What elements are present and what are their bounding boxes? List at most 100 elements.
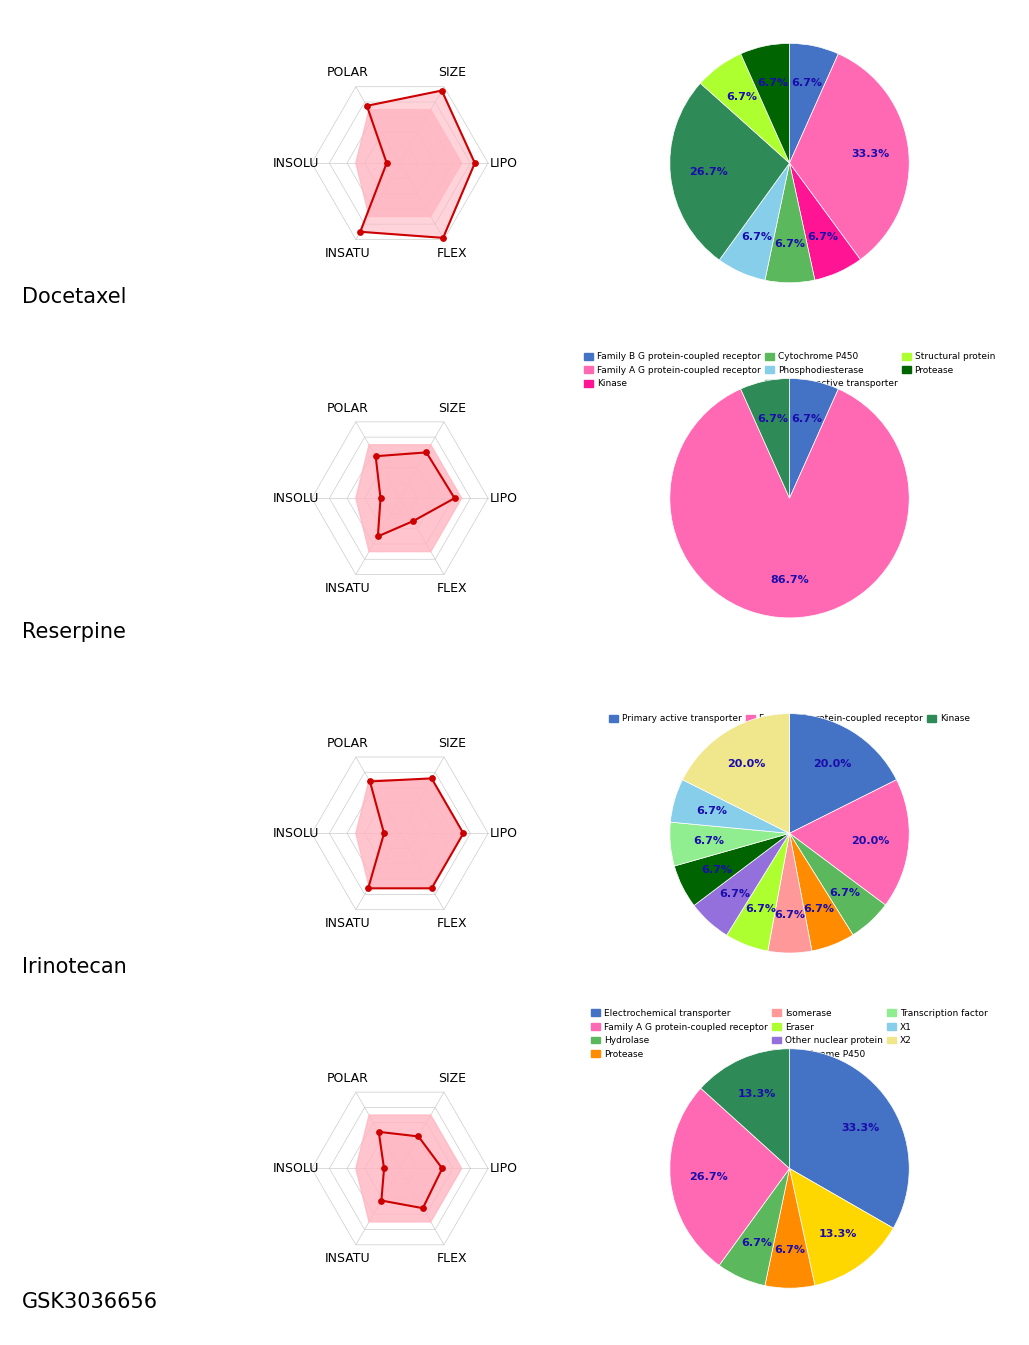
Wedge shape: [670, 822, 789, 866]
Polygon shape: [356, 780, 462, 886]
Text: INSATU: INSATU: [325, 582, 370, 594]
Wedge shape: [789, 163, 860, 280]
Text: INSOLU: INSOLU: [273, 156, 319, 169]
Point: [359, 95, 376, 117]
Text: POLAR: POLAR: [327, 1072, 368, 1085]
Text: SIZE: SIZE: [438, 402, 466, 414]
Text: 13.3%: 13.3%: [738, 1089, 776, 1099]
Point: [434, 1158, 451, 1180]
Point: [418, 441, 434, 463]
Text: 86.7%: 86.7%: [770, 574, 809, 585]
Point: [415, 1197, 431, 1219]
Point: [376, 1158, 392, 1180]
Text: 33.3%: 33.3%: [841, 1123, 879, 1132]
Point: [435, 227, 452, 249]
Text: 6.7%: 6.7%: [693, 835, 724, 846]
Text: 6.7%: 6.7%: [791, 78, 822, 89]
Polygon shape: [356, 110, 462, 217]
Point: [369, 526, 386, 547]
Wedge shape: [789, 43, 839, 163]
Point: [379, 152, 395, 174]
Legend: Primary active transporter, Family A G protein-coupled receptor, Kinase: Primary active transporter, Family A G p…: [606, 712, 973, 728]
Text: 20.0%: 20.0%: [851, 835, 890, 846]
Wedge shape: [789, 780, 910, 905]
Wedge shape: [789, 714, 896, 834]
Text: INSOLU: INSOLU: [273, 827, 319, 839]
Wedge shape: [789, 378, 839, 498]
Wedge shape: [670, 780, 789, 834]
Text: POLAR: POLAR: [327, 737, 368, 749]
Text: SIZE: SIZE: [438, 1072, 466, 1085]
Polygon shape: [356, 445, 462, 551]
Text: 6.7%: 6.7%: [726, 93, 757, 102]
Text: 6.7%: 6.7%: [808, 233, 839, 242]
Text: 6.7%: 6.7%: [701, 865, 733, 874]
Wedge shape: [741, 378, 789, 498]
Text: 6.7%: 6.7%: [774, 909, 806, 920]
Wedge shape: [789, 834, 853, 951]
Wedge shape: [701, 54, 789, 163]
Text: FLEX: FLEX: [436, 1252, 467, 1266]
Wedge shape: [674, 834, 789, 905]
Point: [455, 823, 471, 845]
Wedge shape: [765, 1169, 815, 1289]
Wedge shape: [682, 714, 789, 834]
Text: 6.7%: 6.7%: [791, 414, 822, 424]
Wedge shape: [789, 1169, 893, 1286]
Wedge shape: [719, 1169, 789, 1286]
Wedge shape: [789, 1049, 910, 1228]
Text: FLEX: FLEX: [436, 917, 467, 929]
Point: [447, 487, 463, 508]
Polygon shape: [376, 452, 455, 537]
Text: SIZE: SIZE: [438, 737, 466, 749]
Text: 6.7%: 6.7%: [774, 239, 806, 249]
Wedge shape: [726, 834, 789, 951]
Point: [362, 771, 379, 792]
Point: [374, 1190, 390, 1212]
Point: [370, 1122, 387, 1143]
Point: [411, 1126, 427, 1147]
Text: 6.7%: 6.7%: [757, 78, 788, 89]
Point: [360, 877, 377, 898]
Point: [433, 79, 450, 101]
Wedge shape: [701, 1049, 789, 1169]
Point: [466, 152, 483, 174]
Wedge shape: [694, 834, 789, 935]
Polygon shape: [368, 779, 463, 888]
Text: FLEX: FLEX: [436, 246, 467, 260]
Text: POLAR: POLAR: [327, 66, 368, 79]
Text: INSATU: INSATU: [325, 246, 370, 260]
Text: Irinotecan: Irinotecan: [22, 958, 127, 976]
Text: LIPO: LIPO: [490, 156, 518, 169]
Wedge shape: [741, 43, 789, 163]
Text: 6.7%: 6.7%: [757, 414, 788, 424]
Text: 6.7%: 6.7%: [741, 1237, 772, 1248]
Point: [376, 823, 392, 845]
Text: 13.3%: 13.3%: [818, 1229, 857, 1239]
Text: 6.7%: 6.7%: [745, 904, 776, 915]
Text: 20.0%: 20.0%: [728, 759, 766, 769]
Point: [352, 221, 368, 242]
Polygon shape: [360, 90, 474, 238]
Wedge shape: [719, 163, 789, 280]
Text: GSK3036656: GSK3036656: [22, 1293, 157, 1313]
Text: POLAR: POLAR: [327, 402, 368, 414]
Point: [372, 487, 389, 508]
Text: 6.7%: 6.7%: [829, 888, 860, 898]
Text: LIPO: LIPO: [490, 492, 518, 504]
Text: INSATU: INSATU: [325, 917, 370, 929]
Point: [423, 877, 439, 898]
Wedge shape: [670, 1088, 789, 1266]
Point: [404, 510, 421, 531]
Polygon shape: [379, 1132, 442, 1208]
Text: INSOLU: INSOLU: [273, 1162, 319, 1176]
Text: Docetaxel: Docetaxel: [22, 286, 127, 307]
Wedge shape: [789, 834, 885, 935]
Wedge shape: [670, 83, 789, 260]
Text: FLEX: FLEX: [436, 582, 467, 594]
Text: 6.7%: 6.7%: [741, 233, 772, 242]
Text: LIPO: LIPO: [490, 827, 518, 839]
Wedge shape: [768, 834, 812, 954]
Text: 26.7%: 26.7%: [689, 1171, 728, 1182]
Legend: Family B G protein-coupled receptor, Family A G protein-coupled receptor, Kinase: Family B G protein-coupled receptor, Fam…: [580, 348, 998, 391]
